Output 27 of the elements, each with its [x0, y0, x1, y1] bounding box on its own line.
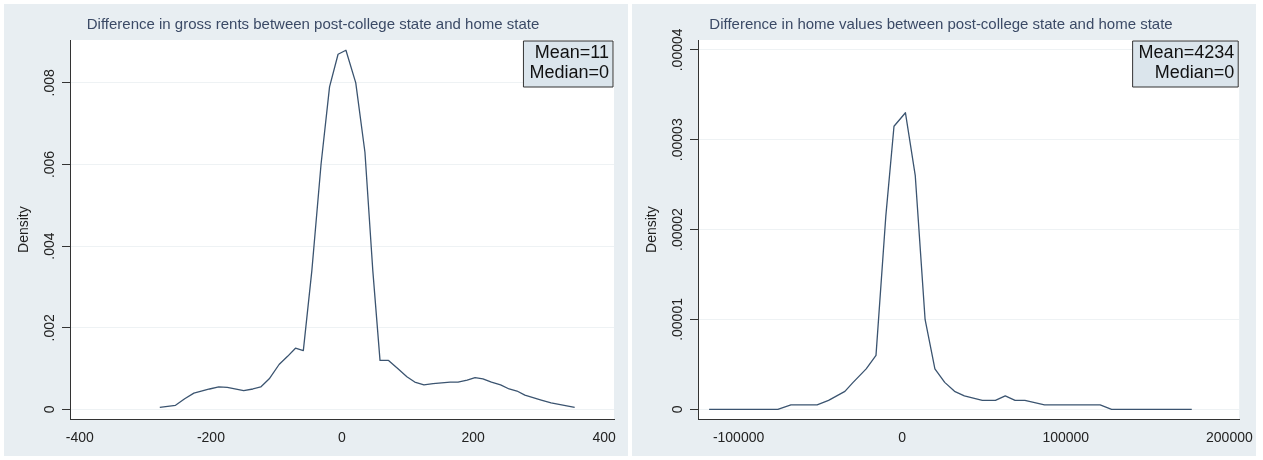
x-tick-label: -100000 — [712, 429, 765, 446]
y-tick-label: 0 — [40, 405, 57, 414]
y-tick-label: .00002 — [668, 207, 685, 252]
x-tick-label: 400 — [592, 429, 617, 446]
chart-title: Difference in gross rents between post-college state and home state — [86, 15, 540, 33]
y-tick-label: .008 — [40, 69, 57, 97]
annotation: Median=0 — [529, 61, 609, 82]
x-tick-label: 200000 — [1206, 429, 1253, 446]
x-tick-label: -400 — [65, 429, 95, 446]
x-tick-label: -200 — [196, 429, 226, 446]
annotation: Mean=4234 — [1138, 41, 1235, 62]
y-axis-title: Density — [643, 206, 660, 253]
annotation: Median=0 — [1154, 61, 1235, 82]
y-tick-label: .006 — [40, 150, 57, 179]
y-tick-label: .00004 — [668, 28, 685, 72]
y-tick-label: .004 — [40, 232, 57, 260]
x-tick-label: 0 — [338, 429, 347, 446]
y-axis-title: Density — [15, 206, 32, 253]
y-tick-label: .002 — [40, 313, 57, 342]
y-tick-label: .00001 — [668, 297, 685, 341]
chart-title: Difference in home values between post-college state and home state — [709, 15, 1173, 33]
x-tick-label: 100000 — [1042, 429, 1090, 446]
x-tick-label: 200 — [461, 429, 485, 446]
x-tick-label: 0 — [898, 429, 907, 446]
y-tick-label: 0 — [668, 405, 685, 414]
annotation: Mean=11 — [534, 41, 609, 62]
y-tick-label: .00003 — [668, 118, 685, 162]
